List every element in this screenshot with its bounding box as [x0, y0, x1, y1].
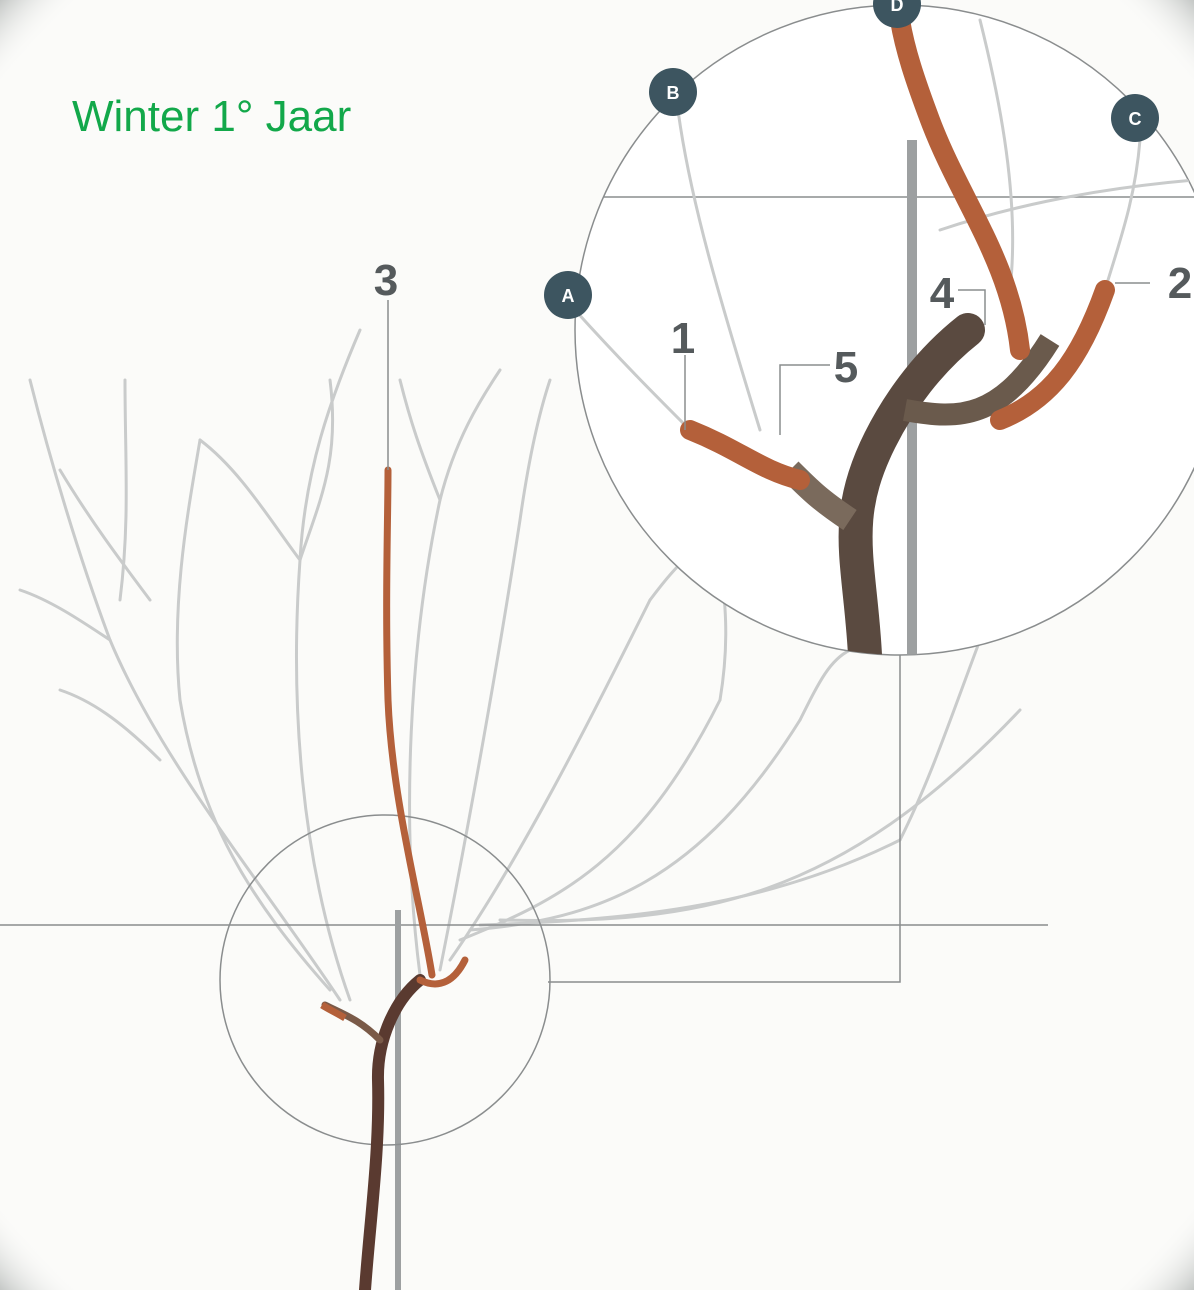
label-number: 5: [834, 343, 858, 392]
label-number: 1: [671, 314, 695, 363]
label-number: 3: [374, 256, 398, 305]
title: Winter 1° Jaar: [72, 92, 351, 141]
label-number: 4: [930, 269, 955, 318]
page: 3 1 2 4 5 A B C D Winter 1° Jaar (() => …: [0, 0, 1194, 1290]
badge-label: A: [562, 286, 575, 306]
badge-label: B: [667, 83, 680, 103]
badge-label: D: [891, 0, 904, 15]
illustration: 3 1 2 4 5 A B C D Winter 1° Jaar: [0, 0, 1194, 1290]
label-number: 2: [1168, 259, 1192, 308]
badge-label: C: [1129, 109, 1142, 129]
